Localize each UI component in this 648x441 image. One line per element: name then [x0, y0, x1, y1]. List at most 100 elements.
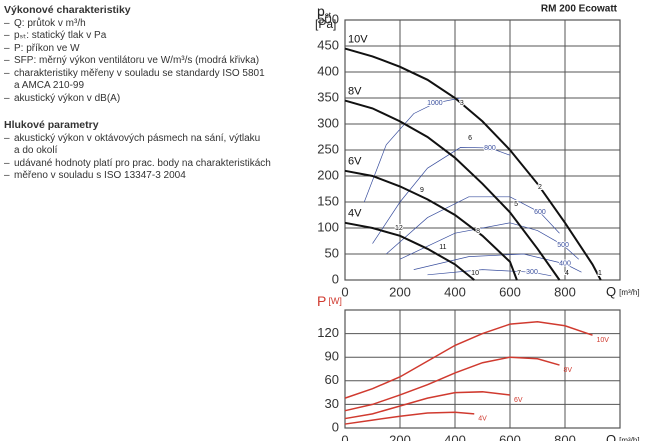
sfp-curve	[413, 253, 582, 273]
curve-label: 6V	[514, 397, 523, 404]
x-tick-label: 0	[341, 284, 348, 299]
sfp-curve	[363, 97, 461, 203]
x-axis-label: Q [m³/h]	[606, 284, 640, 299]
list-item: SFP: měrný výkon ventilátoru ve W/m³/s (…	[4, 55, 304, 68]
y-axis-label-main: p	[317, 3, 325, 19]
y-tick-label: 350	[317, 89, 339, 104]
point-label: 11	[439, 244, 446, 251]
list-item: akustický výkon v oktávových pásmech na …	[4, 133, 304, 158]
y-tick-label: 100	[317, 219, 339, 234]
x-axis-unit: [m³/h]	[619, 288, 639, 297]
y-tick-label: 120	[317, 325, 339, 340]
y-tick-label: 400	[317, 63, 339, 78]
point-label: 2	[538, 184, 542, 191]
x-axis-unit: [m³/h]	[619, 436, 639, 441]
y-axis-label: pst	[317, 3, 332, 20]
x-tick-label: 600	[499, 432, 521, 441]
curve-label: 6V	[348, 156, 362, 168]
curve-label: 8V	[348, 86, 362, 98]
point-label: 8	[476, 228, 480, 235]
point-label: 5	[514, 201, 518, 208]
y-tick-label: 250	[317, 141, 339, 156]
x-tick-label: 0	[341, 432, 348, 441]
curve-label: 10V	[597, 337, 610, 344]
y-axis-label: P [W]	[317, 293, 342, 309]
y-tick-label: 0	[332, 271, 339, 286]
sfp-curve	[399, 222, 579, 260]
x-tick-label: 400	[444, 284, 466, 299]
point-label: 12	[395, 225, 403, 232]
list-item-line: akustický výkon v oktávových pásmech na …	[14, 132, 261, 144]
y-axis-unit: [Pa]	[315, 17, 336, 31]
x-axis-label-main: Q	[606, 284, 616, 299]
sfp-label: 300	[526, 269, 538, 276]
curve	[344, 47, 602, 281]
y-tick-label: 90	[325, 349, 339, 364]
x-tick-label: 400	[444, 432, 466, 441]
y-axis-label-main: P	[317, 293, 326, 309]
y-tick-label: 60	[325, 372, 339, 387]
y-tick-label: 450	[317, 37, 339, 52]
list-item-line: Q: průtok v m³/h	[14, 17, 86, 29]
y-axis-unit: [W]	[328, 296, 342, 306]
x-axis-label-main: Q	[606, 432, 616, 441]
curve-label: 4V	[348, 208, 362, 220]
heading: Výkonové charakteristiky	[4, 4, 131, 16]
y-axis-label-sub: st	[325, 11, 332, 20]
list-item-line: měřeno v souladu s ISO 13347-3 2004	[14, 170, 186, 181]
point-label: 10	[471, 270, 479, 277]
point-label: 7	[517, 270, 521, 277]
list-item-line: P: příkon ve W	[14, 42, 80, 54]
list-item: Q: průtok v m³/h	[4, 18, 304, 31]
x-tick-label: 600	[499, 284, 521, 299]
sfp-label: 400	[559, 261, 571, 268]
curve-label: 10V	[348, 34, 368, 46]
point-label: 6	[468, 135, 472, 142]
curve-label: 4V	[478, 416, 487, 423]
list-item: měřeno v souladu s ISO 13347-3 2004	[4, 170, 304, 183]
x-axis-label: Q [m³/h]	[606, 432, 640, 441]
sfp-curve	[386, 196, 560, 255]
list: akustický výkon v oktávových pásmech na …	[4, 133, 304, 183]
y-tick-label: 300	[317, 115, 339, 130]
sfp-curve	[372, 147, 511, 244]
list-item: udávané hodnoty platí pro prac. body na …	[4, 158, 304, 171]
y-tick-label: 200	[317, 167, 339, 182]
sfp-label: 600	[534, 209, 546, 216]
description: Výkonové charakteristiky Q: průtok v m³/…	[4, 4, 304, 183]
list-item-line: SFP: měrný výkon ventilátoru ve W/m³/s (…	[14, 55, 260, 66]
curve	[344, 321, 593, 399]
point-label: 1	[598, 270, 602, 277]
list-item: pₛₜ: statický tlak v Pa	[4, 30, 304, 43]
list-item: P: příkon ve W	[4, 43, 304, 56]
curve	[344, 356, 560, 412]
sfp-label: 500	[557, 242, 569, 249]
x-tick-label: 800	[554, 432, 576, 441]
y-tick-label: 50	[325, 245, 339, 260]
point-label: 3	[460, 100, 464, 107]
point-label: 4	[565, 270, 569, 277]
heading: Hlukové parametry	[4, 119, 99, 131]
y-tick-label: 150	[317, 193, 339, 208]
sfp-label: 800	[484, 145, 496, 152]
curve	[344, 169, 518, 281]
list-item-line: a do okolí	[14, 145, 58, 156]
curve	[344, 221, 475, 281]
curve	[344, 99, 561, 281]
curve	[344, 391, 511, 420]
x-tick-label: 200	[389, 284, 411, 299]
y-tick-label: 0	[332, 419, 339, 434]
list-item: charakteristiky měřeny v souladu se stan…	[4, 68, 304, 93]
sfp-curve	[427, 269, 552, 277]
list-item: akustický výkon v dB(A)	[4, 93, 304, 106]
list-item-line: akustický výkon v dB(A)	[14, 92, 121, 104]
point-label: 9	[420, 187, 424, 194]
list-item-line: a AMCA 210-99	[14, 80, 85, 91]
list-item-line: pₛₜ: statický tlak v Pa	[14, 30, 107, 41]
x-tick-label: 800	[554, 284, 576, 299]
y-tick-label: 500	[317, 11, 339, 26]
list-item-line: udávané hodnoty platí pro prac. body na …	[14, 157, 271, 169]
curve	[344, 411, 475, 425]
